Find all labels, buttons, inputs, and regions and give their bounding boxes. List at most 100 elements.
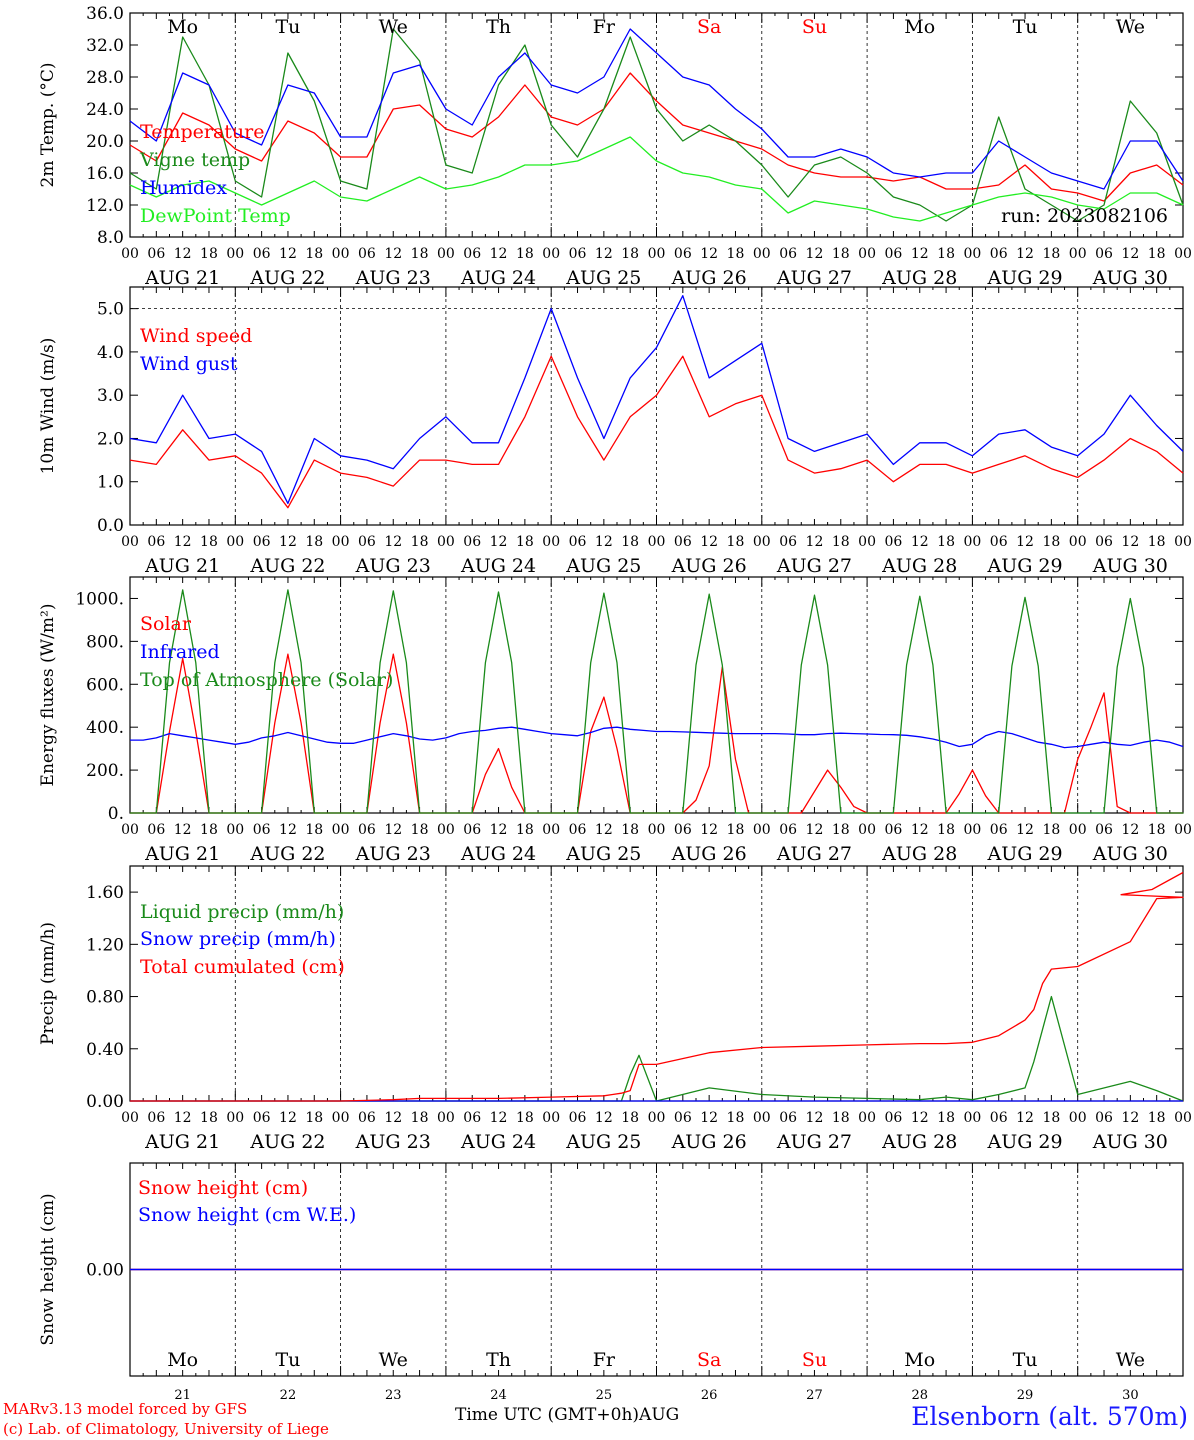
hour-tick-label: 06 <box>358 1110 376 1126</box>
day-number-label: 26 <box>701 1388 718 1403</box>
hour-tick-label: 06 <box>885 534 903 550</box>
y-axis-label: Snow height (cm) <box>38 1193 58 1345</box>
hour-tick-label: 12 <box>1016 1110 1034 1126</box>
hour-tick-label: 00 <box>437 246 455 262</box>
run-annotation: run: 2023082106 <box>1001 205 1168 227</box>
hour-tick-label: 00 <box>753 534 771 550</box>
x-axis-label: Time UTC (GMT+0h)AUG <box>455 1405 680 1425</box>
hour-tick-label: 18 <box>1148 1110 1166 1126</box>
hour-tick-label: 00 <box>226 822 244 838</box>
hour-tick-label: 12 <box>174 822 192 838</box>
hour-tick-label: 00 <box>542 822 560 838</box>
y-tick-label: 36.0 <box>86 4 124 24</box>
y-tick-label: 5.0 <box>97 300 124 320</box>
y-tick-label: 1.60 <box>86 883 124 903</box>
hour-tick-label: 00 <box>1174 1110 1192 1126</box>
hour-tick-label: 06 <box>674 822 692 838</box>
weekday-label-bottom: Fr <box>593 1349 616 1371</box>
hour-tick-label: 18 <box>200 534 218 550</box>
hour-tick-label: 06 <box>779 534 797 550</box>
y-axis-label: 2m Temp. (°C) <box>38 62 58 187</box>
y-tick-label: 4.0 <box>97 343 124 363</box>
date-label: AUG 29 <box>986 267 1062 289</box>
weekday-label-bottom: Mo <box>904 1349 935 1371</box>
series-line-top-of-atmosphere-solar- <box>130 589 1184 814</box>
hour-tick-label: 00 <box>542 1110 560 1126</box>
hour-tick-label: 12 <box>911 534 929 550</box>
hour-tick-label: 18 <box>200 822 218 838</box>
hour-tick-label: 06 <box>885 246 903 262</box>
y-tick-label: 16.0 <box>86 164 124 184</box>
weekday-label-top: Sa <box>697 16 721 38</box>
hour-tick-label: 18 <box>937 246 955 262</box>
hour-tick-label: 12 <box>1121 1110 1139 1126</box>
hour-tick-label: 06 <box>1095 1110 1113 1126</box>
hour-tick-label: 12 <box>490 822 508 838</box>
y-tick-label: 0.0 <box>97 516 124 536</box>
date-label: AUG 26 <box>671 267 747 289</box>
day-number-label: 29 <box>1017 1388 1034 1403</box>
hour-tick-label: 06 <box>147 246 165 262</box>
hour-tick-label: 12 <box>1016 246 1034 262</box>
hour-tick-label: 18 <box>832 822 850 838</box>
hour-tick-label: 12 <box>806 822 824 838</box>
weekday-label-bottom: Tu <box>275 1349 300 1371</box>
day-number-label: 30 <box>1122 1388 1139 1403</box>
legend-entry: DewPoint Temp <box>140 205 291 227</box>
hour-tick-label: 00 <box>858 246 876 262</box>
date-label: AUG 28 <box>881 267 957 289</box>
hour-tick-label: 18 <box>200 246 218 262</box>
day-number-label: 25 <box>596 1388 613 1403</box>
hour-tick-label: 00 <box>648 246 666 262</box>
hour-tick-label: 12 <box>279 822 297 838</box>
weekday-label-top: Tu <box>1013 16 1038 38</box>
legend-entry: Wind speed <box>140 325 252 347</box>
date-label: AUG 23 <box>355 843 431 865</box>
hour-tick-label: 00 <box>121 1110 139 1126</box>
hour-tick-label: 06 <box>674 1110 692 1126</box>
hour-tick-label: 00 <box>753 246 771 262</box>
hour-tick-label: 00 <box>121 534 139 550</box>
hour-tick-label: 12 <box>1016 534 1034 550</box>
hour-tick-label: 00 <box>542 534 560 550</box>
legend-entry: Snow height (cm W.E.) <box>138 1204 356 1226</box>
series-line-wind-speed <box>129 355 1184 509</box>
weekday-label-top: Mo <box>167 16 198 38</box>
date-label: AUG 23 <box>355 1131 431 1153</box>
hour-tick-label: 06 <box>358 246 376 262</box>
hour-tick-label: 18 <box>621 1110 639 1126</box>
hour-tick-label: 06 <box>779 246 797 262</box>
day-number-label: 23 <box>385 1388 402 1403</box>
legend-entry: Vigne temp <box>139 149 250 171</box>
hour-tick-label: 00 <box>753 1110 771 1126</box>
hour-tick-label: 12 <box>174 534 192 550</box>
hour-tick-label: 06 <box>990 822 1008 838</box>
weekday-label-top: Fr <box>593 16 616 38</box>
weekday-label-bottom: We <box>379 1349 408 1371</box>
hour-tick-label: 18 <box>621 246 639 262</box>
hour-tick-label: 18 <box>937 1110 955 1126</box>
hour-tick-label: 06 <box>463 534 481 550</box>
date-label: AUG 24 <box>460 1131 536 1153</box>
hour-tick-label: 00 <box>1174 822 1192 838</box>
hour-tick-label: 12 <box>174 246 192 262</box>
hour-tick-label: 18 <box>832 246 850 262</box>
legend-entry: Infrared <box>140 641 220 663</box>
hour-tick-label: 12 <box>384 822 402 838</box>
weekday-label-bottom: We <box>1116 1349 1145 1371</box>
hour-tick-label: 18 <box>727 246 745 262</box>
y-tick-label: 2.0 <box>97 429 124 449</box>
date-label: AUG 25 <box>565 843 641 865</box>
panel-2-frame <box>129 286 1184 526</box>
hour-tick-label: 12 <box>384 1110 402 1126</box>
hour-tick-label: 12 <box>279 1110 297 1126</box>
series-line-temperature <box>129 72 1184 202</box>
hour-tick-label: 18 <box>621 534 639 550</box>
hour-tick-label: 18 <box>411 534 429 550</box>
hour-tick-label: 12 <box>490 246 508 262</box>
hour-tick-label: 12 <box>911 246 929 262</box>
y-tick-label: 400. <box>86 718 124 738</box>
hour-tick-label: 06 <box>358 822 376 838</box>
y-tick-label: 0.00 <box>86 1261 124 1281</box>
station-name: Elsenborn (alt. 570m) <box>911 1402 1188 1431</box>
